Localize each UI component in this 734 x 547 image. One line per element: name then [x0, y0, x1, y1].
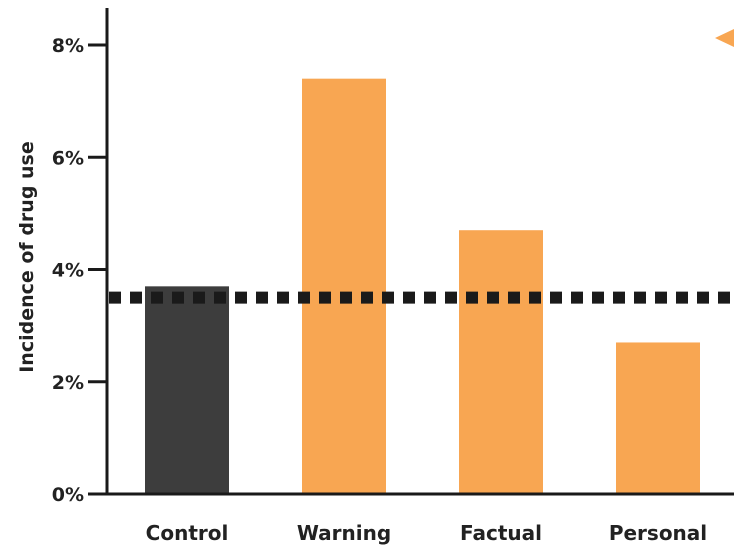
- y-tick-label: 8%: [52, 35, 84, 57]
- bar-warning: [302, 78, 386, 495]
- bar-control: [145, 286, 229, 494]
- y-tick-label: 6%: [52, 147, 84, 169]
- y-axis-title: Incidence of drug use: [16, 141, 38, 373]
- y-ticks-group: 0% 2% 4% 6% 8%: [52, 35, 107, 506]
- x-tick-label-factual: Factual: [460, 521, 542, 545]
- x-tick-label-warning: Warning: [297, 521, 391, 545]
- bar-personal: [616, 342, 700, 494]
- y-tick-label: 0%: [52, 484, 84, 506]
- bar-factual: [459, 230, 543, 494]
- triangle-marker-icon: [715, 29, 734, 47]
- y-tick-label: 2%: [52, 372, 84, 394]
- x-labels-group: Control Warning Factual Personal: [146, 521, 708, 545]
- bars-group: [145, 78, 700, 495]
- axes-group: [105, 8, 734, 496]
- y-tick-label: 4%: [52, 260, 84, 282]
- x-tick-label-personal: Personal: [609, 521, 707, 545]
- x-tick-label-control: Control: [146, 521, 229, 545]
